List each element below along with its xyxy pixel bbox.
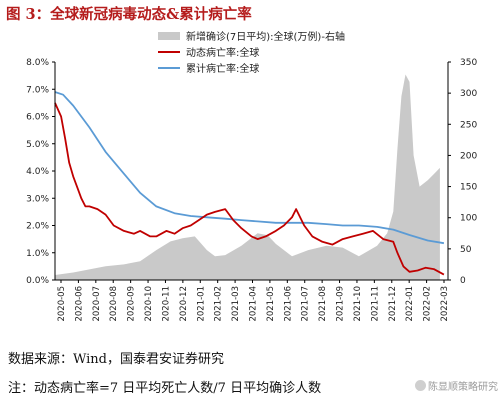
x-tick-label: 2020-05 (57, 286, 67, 322)
right-tick-label: 300 (460, 89, 477, 99)
watermark-text: 陈显顺策略研究 (428, 382, 498, 393)
left-tick-label: 2.0% (26, 222, 49, 232)
x-tick-label: 2022-03 (440, 286, 450, 322)
source-text: 数据来源：Wind，国泰君安证券研究 (8, 352, 224, 367)
legend-label-dynamic: 动态病亡率:全球 (186, 46, 259, 59)
line-dynamic-fatality (54, 102, 445, 276)
left-tick-label: 1.0% (26, 249, 49, 259)
right-tick-label: 50 (460, 245, 472, 255)
right-tick-label: 150 (460, 183, 477, 193)
x-tick-label: 2020-07 (92, 286, 102, 322)
area-new-cases (55, 74, 440, 280)
left-tick-label: 0.0% (26, 276, 49, 286)
legend-label-cumulative: 累计病亡率:全球 (186, 62, 259, 75)
x-tick-label: 2021-02 (214, 286, 224, 322)
left-tick-label: 3.0% (26, 194, 49, 204)
left-tick-label: 7.0% (26, 85, 49, 95)
left-tick-label: 6.0% (26, 113, 49, 123)
x-tick-label: 2021-05 (266, 286, 276, 322)
x-tick-label: 2020-09 (127, 286, 137, 322)
right-tick-label: 250 (460, 120, 477, 130)
x-tick-label: 2021-08 (318, 286, 328, 322)
x-tick-label: 2020-06 (74, 286, 84, 322)
right-tick-label: 200 (460, 151, 477, 161)
x-tick-label: 2021-10 (353, 286, 363, 322)
chart: 0.0% 1.0% 2.0% 3.0% 4.0% 5.0% 6.0% 7.0% 8.0% 0 50 1… (26, 30, 477, 322)
x-tick-label: 2022-02 (423, 286, 433, 322)
x-tick-label: 2020-12 (179, 286, 189, 322)
line-cumulative-fatality (54, 91, 445, 245)
x-tick-label: 2021-09 (336, 286, 346, 322)
left-tick-label: 4.0% (26, 167, 49, 177)
right-tick-label: 100 (460, 214, 477, 224)
x-tick-label: 2020-08 (109, 286, 119, 322)
x-tick-label: 2021-01 (196, 286, 206, 322)
figure-title: 图 3：全球新冠病毒动态&累计病亡率 (6, 6, 252, 23)
legend-label-area: 新增确诊(7日平均):全球(万例)-右轴 (186, 30, 345, 43)
x-tick-label: 2021-07 (301, 286, 311, 322)
x-tick-label: 2021-06 (283, 286, 293, 322)
left-tick-label: 5.0% (26, 140, 49, 150)
watermark: 陈显顺策略研究 (415, 378, 498, 393)
right-tick-label: 0 (460, 276, 466, 286)
x-tick-label: 2022-01 (405, 286, 415, 322)
x-tick-label: 2021-12 (388, 286, 398, 322)
x-tick-label: 2020-11 (161, 286, 171, 322)
x-tick-label: 2021-11 (370, 286, 380, 322)
note-text: 注：动态病亡率=7 日平均死亡人数/7 日平均确诊人数 (8, 381, 322, 396)
right-tick-label: 350 (460, 58, 477, 68)
legend-swatch-area (158, 32, 180, 40)
x-tick-label: 2021-04 (249, 286, 259, 322)
x-tick-label: 2020-10 (144, 286, 154, 322)
left-tick-label: 8.0% (26, 58, 49, 68)
x-tick-label: 2021-03 (231, 286, 241, 322)
wechat-icon (415, 380, 426, 391)
